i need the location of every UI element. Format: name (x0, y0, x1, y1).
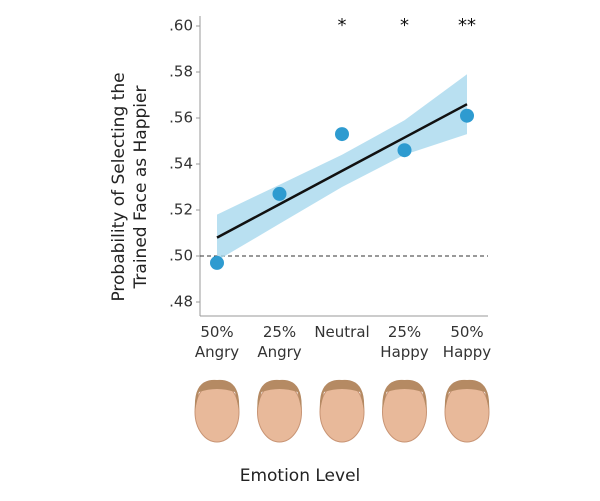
point (460, 108, 474, 123)
face-hair (257, 379, 302, 410)
face-hair (319, 379, 365, 410)
y-tick-label: .52 (169, 201, 193, 219)
face-hair (444, 379, 490, 410)
x-axis-label: Emotion Level (239, 466, 361, 486)
x-tick-label: 50% Angry (194, 323, 240, 361)
y-tick-label: .54 (169, 155, 193, 173)
y-tick-label: .60 (169, 17, 193, 35)
y-tick-label: .50 (169, 247, 193, 265)
point (335, 127, 349, 142)
face-hair (382, 379, 427, 410)
point (272, 186, 287, 201)
significance: ** (458, 15, 476, 36)
significance: * (400, 15, 409, 36)
x-tick-label: Neutral (314, 323, 370, 341)
face-hair (194, 379, 240, 410)
point (397, 143, 412, 158)
point (210, 255, 224, 270)
x-tick-label: 50% Happy (442, 323, 492, 361)
y-tick-label: .48 (169, 293, 193, 311)
fit-line (216, 103, 468, 239)
x-tick-label: 25% Angry (257, 323, 302, 361)
y-tick-label: .56 (169, 109, 193, 127)
y-axis-label: Probability of Selecting the Trained Fac… (109, 72, 151, 302)
significance: * (338, 15, 347, 36)
confidence-band (217, 74, 467, 261)
x-tick-label: 25% Happy (380, 323, 429, 361)
y-tick-label: .58 (169, 63, 193, 81)
